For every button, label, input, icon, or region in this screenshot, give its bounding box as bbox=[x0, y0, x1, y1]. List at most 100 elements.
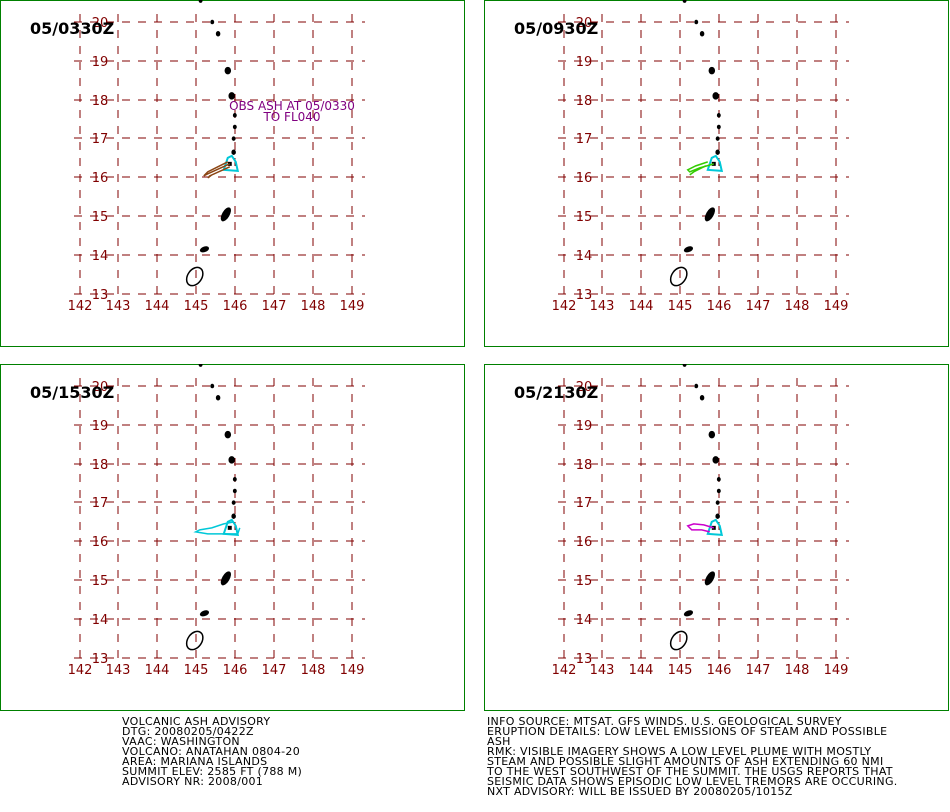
advisory-details-block: INFO SOURCE: MTSAT. GFS WINDS. U.S. GEOL… bbox=[487, 716, 898, 798]
island-d bbox=[716, 477, 721, 482]
advisory-title: VOLCANIC ASH ADVISORY bbox=[122, 715, 271, 728]
island-d bbox=[232, 477, 237, 482]
island-a bbox=[231, 149, 236, 155]
lat-tick-label: 15 bbox=[92, 574, 109, 589]
saipan-island bbox=[704, 571, 715, 586]
anatahan-summit-icon bbox=[711, 525, 716, 530]
lat-tick-label: 14 bbox=[92, 613, 109, 628]
lat-tick-label: 16 bbox=[576, 171, 593, 186]
map-svg-1: 142 143 144 145 146 147 148 149 13 14 15 16 17 18 19 20… bbox=[0, 0, 465, 347]
anatahan-summit-icon bbox=[227, 525, 232, 530]
anatahan-volcano-outline bbox=[706, 154, 724, 172]
island-i bbox=[682, 0, 687, 3]
panel-frame bbox=[484, 364, 949, 711]
island-e bbox=[228, 92, 235, 100]
island-c bbox=[232, 488, 237, 494]
lon-tick-label: 143 bbox=[590, 663, 615, 678]
advisory-area: AREA: MARIANA ISLANDS bbox=[122, 755, 268, 768]
forecast-time-label: 05/1530Z bbox=[30, 383, 114, 402]
lat-tick-label: 17 bbox=[92, 496, 109, 511]
lon-tick-label: 145 bbox=[668, 663, 693, 678]
advisory-remarks-cont-2: TO THE WEST SOUTHWEST OF THE SUMMIT. THE… bbox=[487, 765, 893, 778]
saipan-island bbox=[220, 571, 231, 586]
lon-tick-label: 145 bbox=[184, 299, 209, 314]
island-c bbox=[716, 124, 721, 130]
island-e bbox=[712, 92, 719, 100]
advisory-header-block: VOLCANIC ASH ADVISORY DTG: 20080205/0422… bbox=[122, 715, 303, 788]
lat-tick-label: 17 bbox=[576, 132, 593, 147]
island-c bbox=[232, 124, 237, 130]
lat-tick-label: 20 bbox=[576, 16, 593, 31]
lon-tick-label: 147 bbox=[262, 663, 287, 678]
lat-tick-label: 20 bbox=[92, 16, 109, 31]
lon-tick-label: 149 bbox=[824, 663, 849, 678]
advisory-number: ADVISORY NR: 2008/001 bbox=[122, 775, 264, 788]
guam-island bbox=[185, 630, 204, 651]
ash-plume-outline bbox=[207, 166, 231, 179]
island-g bbox=[215, 30, 221, 37]
lon-tick-label: 145 bbox=[184, 663, 209, 678]
guam-island bbox=[669, 630, 688, 651]
island-b bbox=[231, 136, 236, 141]
lon-tick-label: 149 bbox=[340, 299, 365, 314]
lat-tick-label: 17 bbox=[92, 132, 109, 147]
advisory-remarks-cont-3: SEISMIC DATA SHOWS EPISODIC LOW LEVEL TR… bbox=[487, 775, 898, 788]
forecast-panel-3: 142 143 144 145 146 147 148 149 13 14 15 16 17 18 19 20… bbox=[0, 364, 465, 711]
panel-frame bbox=[0, 364, 465, 711]
lon-tick-label: 143 bbox=[590, 299, 615, 314]
forecast-time-label: 05/0330Z bbox=[30, 19, 114, 38]
panel-frame bbox=[0, 0, 465, 347]
lat-tick-label: 13 bbox=[576, 288, 593, 303]
lat-tick-label: 14 bbox=[576, 613, 593, 628]
island-a bbox=[715, 149, 720, 155]
lat-tick-label: 19 bbox=[576, 55, 593, 70]
obs-ash-annotation: OBS ASH AT 05/0330 bbox=[229, 99, 355, 113]
advisory-summit-elev: SUMMIT ELEV: 2585 FT (788 M) bbox=[122, 765, 303, 778]
forecast-panel-2: 142 143 144 145 146 147 148 149 13 14 15 16 17 18 19 20… bbox=[484, 0, 949, 347]
forecast-panel-4: 142 143 144 145 146 147 148 149 13 14 15 16 17 18 19 20… bbox=[484, 364, 949, 711]
lat-tick-label: 18 bbox=[576, 458, 593, 473]
island-h bbox=[694, 19, 699, 25]
map-svg-2: 142 143 144 145 146 147 148 149 13 14 15 16 17 18 19 20… bbox=[484, 0, 949, 347]
lat-tick-label: 18 bbox=[92, 458, 109, 473]
lon-tick-label: 146 bbox=[707, 663, 732, 678]
island-i bbox=[198, 364, 203, 367]
lon-tick-label: 144 bbox=[145, 663, 170, 678]
island-b bbox=[715, 500, 720, 505]
lon-tick-label: 148 bbox=[301, 299, 326, 314]
island-i bbox=[682, 364, 687, 367]
lat-tick-label: 19 bbox=[92, 419, 109, 434]
map-svg-3: 142 143 144 145 146 147 148 149 13 14 15 16 17 18 19 20… bbox=[0, 364, 465, 711]
lon-tick-label: 144 bbox=[629, 663, 654, 678]
ash-plume-outline bbox=[689, 165, 707, 176]
advisory-vaac: VAAC: WASHINGTON bbox=[122, 735, 240, 748]
lat-tick-label: 13 bbox=[576, 652, 593, 667]
anatahan-volcano-outline bbox=[222, 154, 240, 172]
advisory-eruption-details-cont: ASH bbox=[487, 735, 511, 748]
lon-tick-label: 142 bbox=[552, 663, 577, 678]
island-f bbox=[224, 430, 232, 439]
anatahan-volcano-outline bbox=[706, 518, 724, 536]
island-d bbox=[232, 113, 237, 118]
lon-tick-label: 147 bbox=[746, 299, 771, 314]
saipan-island bbox=[704, 207, 715, 222]
lon-tick-label: 145 bbox=[668, 299, 693, 314]
lon-tick-label: 142 bbox=[68, 299, 93, 314]
lon-tick-label: 144 bbox=[629, 299, 654, 314]
lat-tick-label: 19 bbox=[92, 55, 109, 70]
lon-tick-label: 143 bbox=[106, 299, 131, 314]
lat-tick-label: 17 bbox=[576, 496, 593, 511]
anatahan-summit-icon bbox=[711, 161, 716, 166]
obs-ash-level: TO FL040 bbox=[262, 110, 320, 124]
lat-tick-label: 16 bbox=[92, 535, 109, 550]
island-g bbox=[699, 394, 705, 401]
island-h bbox=[210, 19, 215, 25]
island-c bbox=[716, 488, 721, 494]
lat-tick-label: 18 bbox=[92, 94, 109, 109]
rota-island bbox=[199, 246, 210, 253]
lon-tick-label: 149 bbox=[824, 299, 849, 314]
lat-tick-label: 15 bbox=[576, 210, 593, 225]
map-svg-4: 142 143 144 145 146 147 148 149 13 14 15 16 17 18 19 20… bbox=[484, 364, 949, 711]
advisory-next: NXT ADVISORY: WILL BE ISSUED BY 20080205… bbox=[487, 785, 793, 798]
island-e bbox=[712, 456, 719, 464]
